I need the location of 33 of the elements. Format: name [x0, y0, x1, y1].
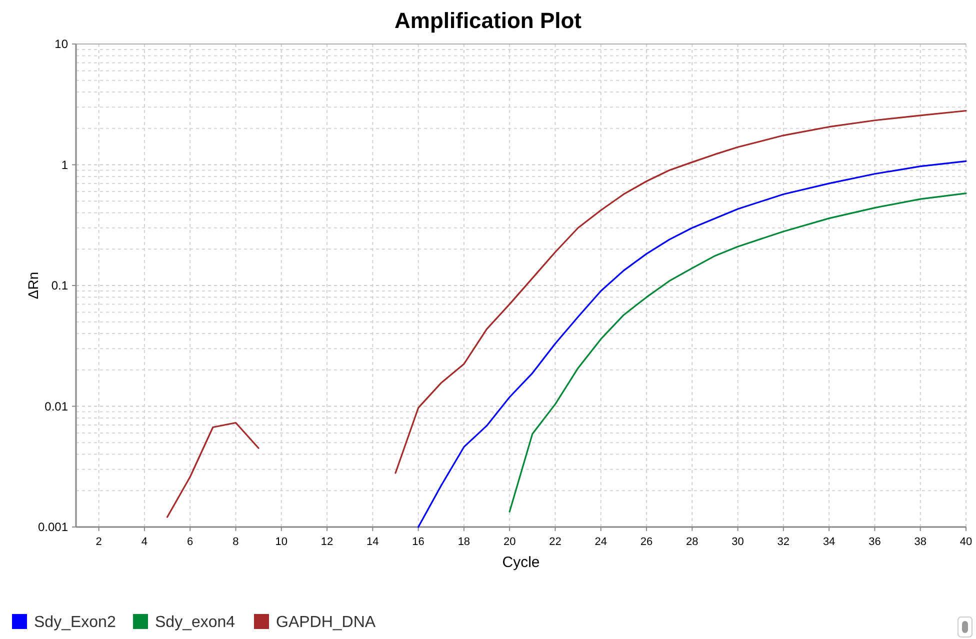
x-tick-label: 32: [777, 536, 790, 548]
y-axis-title: ΔRn: [25, 272, 41, 300]
x-tick-label: 38: [914, 536, 926, 548]
x-tick-label: 12: [320, 536, 334, 548]
x-tick-label: 40: [960, 536, 972, 548]
x-tick-label: 30: [732, 536, 744, 548]
y-tick-label: 0.001: [38, 520, 68, 534]
x-tick-label: 34: [822, 536, 836, 548]
y-tick-label: 0.1: [51, 278, 68, 292]
x-tick-label: 10: [275, 536, 288, 548]
y-tick-label: 10: [54, 37, 68, 51]
y-tick-label: 0.01: [44, 399, 68, 414]
x-tick-label: 18: [458, 536, 470, 548]
x-tick-label: 24: [594, 536, 607, 548]
x-tick-label: 16: [412, 536, 424, 548]
legend-label: Sdy_exon4: [155, 614, 236, 631]
y-tick-label: 1: [61, 158, 68, 172]
x-tick-label: 26: [640, 536, 653, 548]
x-axis-title: Cycle: [502, 554, 540, 571]
x-tick-label: 4: [141, 536, 148, 548]
x-tick-label: 6: [187, 536, 194, 548]
x-tick-label: 14: [366, 536, 379, 548]
legend-label: Sdy_Exon2: [34, 614, 116, 631]
x-tick-label: 2: [96, 536, 102, 548]
line-series: [418, 160, 967, 528]
legend-label: GAPDH_DNA: [276, 614, 376, 631]
x-tick-label: 36: [868, 536, 881, 548]
x-tick-label: 20: [503, 536, 516, 548]
chart-title: Amplification Plot: [394, 8, 582, 33]
x-tick-label: 8: [232, 536, 239, 548]
line-series: [508, 192, 967, 512]
x-tick-label: 28: [686, 536, 698, 548]
x-tick-label: 22: [549, 536, 562, 548]
